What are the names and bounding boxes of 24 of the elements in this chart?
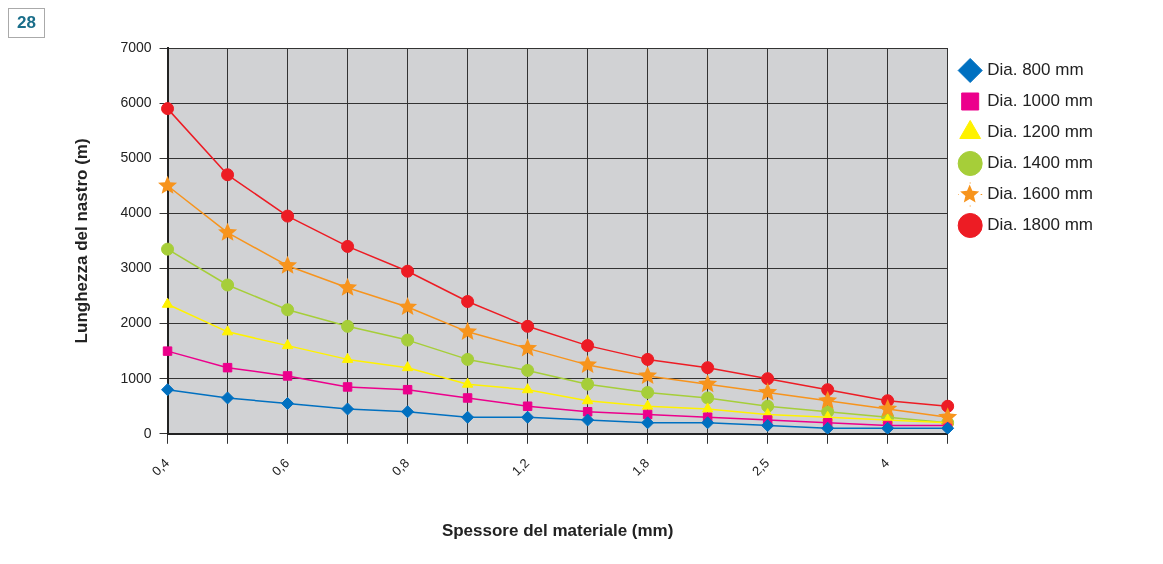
x-tick-label: 0,6 — [268, 455, 293, 479]
legend-label: Dia. 1600 mm — [987, 184, 1094, 204]
legend-label: Dia. 800 mm — [987, 60, 1084, 80]
y-tick-label: 6000 — [120, 93, 152, 110]
y-tick-label: 4000 — [120, 204, 152, 221]
legend-label: Dia. 1200 mm — [987, 122, 1094, 142]
x-tick-label: 4 — [876, 455, 893, 472]
y-tick-label: 1000 — [120, 369, 152, 386]
legend-label: Dia. 1400 mm — [987, 153, 1094, 173]
legend-label: Dia. 1000 mm — [987, 91, 1094, 111]
y-tick-label: 3000 — [120, 259, 152, 276]
x-tick-label: 1,2 — [508, 455, 533, 479]
x-tick-label: 0,8 — [388, 455, 413, 479]
x-tick-label: 2,5 — [748, 455, 773, 479]
y-tick-label: 2000 — [120, 314, 152, 331]
y-tick-label: 5000 — [120, 149, 152, 166]
x-tick-label: 0,4 — [148, 455, 173, 479]
legend-label: Dia. 1800 mm — [987, 215, 1094, 235]
x-tick-label: 1,8 — [628, 455, 653, 479]
text: 28 — [8, 8, 45, 38]
y-tick-label: 7000 — [120, 38, 152, 55]
y-axis-title: Lunghezza del nastro (m) — [71, 138, 91, 344]
x-axis-title: Spessore del materiale (mm) — [441, 521, 674, 541]
y-tick-label: 0 — [143, 424, 152, 441]
